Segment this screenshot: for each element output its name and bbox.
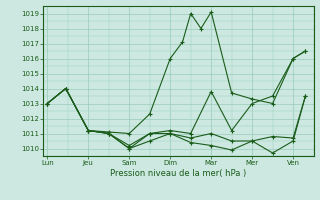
X-axis label: Pression niveau de la mer( hPa ): Pression niveau de la mer( hPa ) — [110, 169, 246, 178]
